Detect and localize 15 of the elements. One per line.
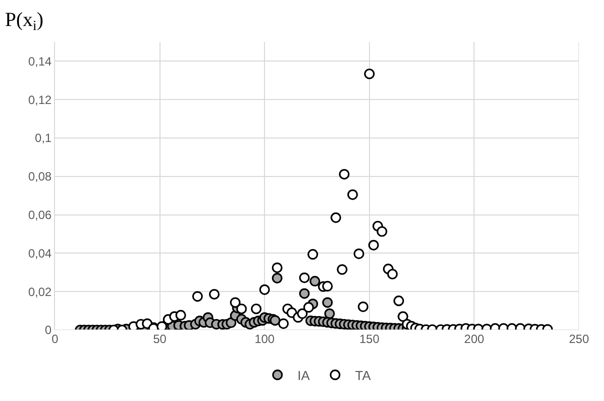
y-axis-title: P(x$_{i}$) xyxy=(5,9,44,34)
y-tick-label: 0,1 xyxy=(34,131,52,146)
x-tick-label: 150 xyxy=(359,332,380,346)
legend-label: TA xyxy=(355,368,372,383)
y-tick-label: 0,12 xyxy=(28,92,52,107)
x-tick-label: 200 xyxy=(464,332,485,346)
y-tick-label: 0,14 xyxy=(28,54,52,68)
x-tick-label: 250 xyxy=(568,332,590,346)
x-tick-label: 50 xyxy=(153,332,167,346)
y-tick-label: 0,08 xyxy=(28,170,52,184)
y-tick-label: 0,02 xyxy=(28,284,52,299)
y-tick-label: 0,04 xyxy=(28,246,52,260)
y-tick-label: 0,06 xyxy=(28,208,52,222)
legend-label: IA xyxy=(298,368,310,383)
x-tick-label: 100 xyxy=(254,332,275,346)
